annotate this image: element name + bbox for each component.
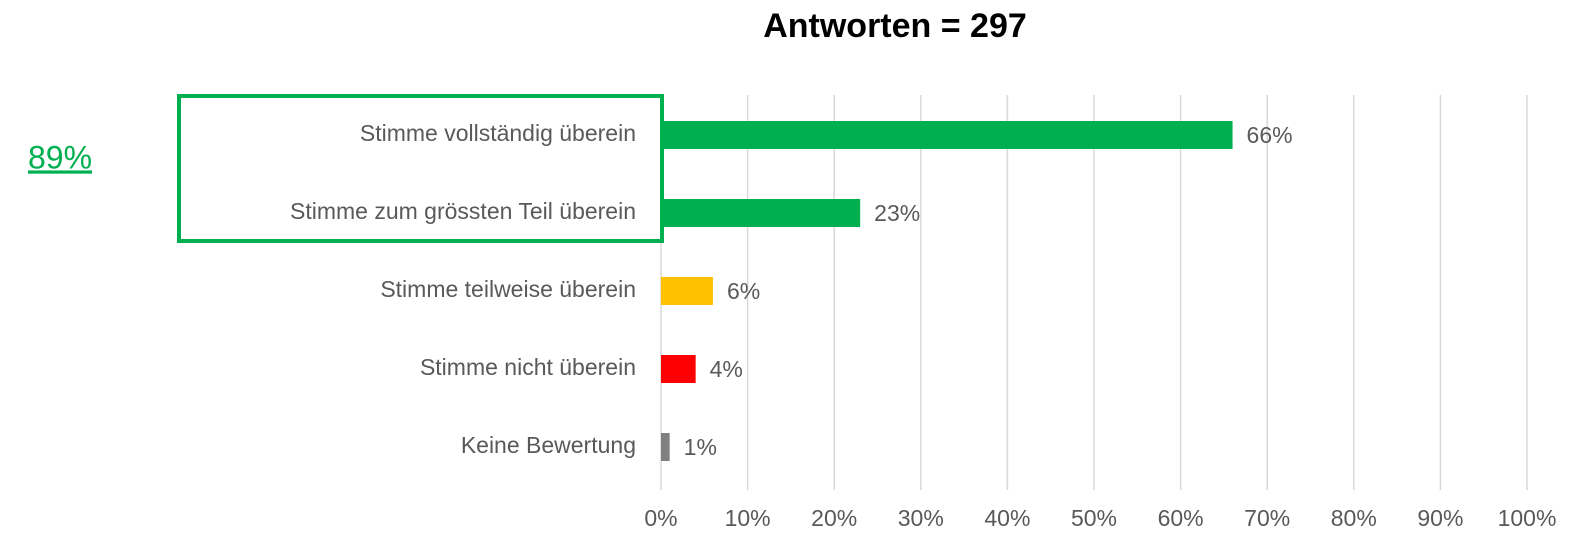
x-tick-label: 20%: [811, 505, 857, 531]
x-tick-label: 40%: [984, 505, 1030, 531]
x-tick-label: 50%: [1071, 505, 1117, 531]
bar: [661, 277, 713, 305]
y-tick-label: Stimme nicht überein: [420, 354, 636, 380]
bar: [661, 355, 696, 383]
value-label: 66%: [1247, 122, 1293, 148]
annotation: 89%: [28, 139, 92, 175]
value-label: 1%: [684, 434, 717, 460]
x-tick-label: 80%: [1331, 505, 1377, 531]
y-tick-label: Stimme zum grössten Teil überein: [290, 198, 636, 224]
value-label: 23%: [874, 200, 920, 226]
y-tick-label: Stimme teilweise überein: [380, 276, 636, 302]
x-tick-label: 70%: [1244, 505, 1290, 531]
value-label: 4%: [710, 356, 743, 382]
y-tick-label: Keine Bewertung: [461, 432, 636, 458]
chart-title: Antworten = 297: [763, 7, 1027, 45]
highlight-box: [177, 94, 664, 243]
bar: [661, 199, 861, 227]
bar: [661, 121, 1233, 149]
x-tick-label: 10%: [725, 505, 771, 531]
x-tick-label: 100%: [1498, 505, 1557, 531]
bar: [661, 433, 670, 461]
x-tick-label: 0%: [644, 505, 677, 531]
x-tick-label: 60%: [1158, 505, 1204, 531]
x-tick-label: 30%: [898, 505, 944, 531]
x-tick-label: 90%: [1417, 505, 1463, 531]
value-label: 6%: [727, 278, 760, 304]
y-tick-label: Stimme vollständig überein: [360, 120, 636, 146]
